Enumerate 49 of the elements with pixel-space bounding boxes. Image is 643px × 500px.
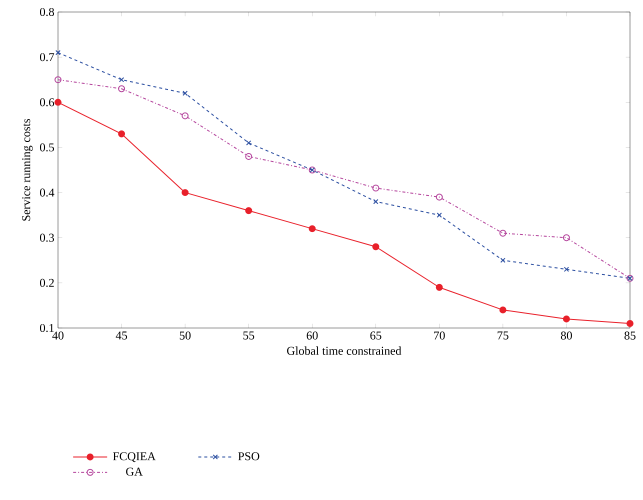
point xyxy=(499,306,506,314)
x-tick-label: 75 xyxy=(498,332,508,340)
y-tick-label: 0.7 xyxy=(40,53,54,62)
y-tick-label: 0.8 xyxy=(40,8,54,16)
point xyxy=(54,98,62,106)
point xyxy=(54,76,62,84)
point xyxy=(562,234,570,242)
legend-label: PSO xyxy=(238,452,260,460)
x-tick-label: 45 xyxy=(116,332,128,340)
x-tick-label: 85 xyxy=(624,332,636,340)
y-tick-label: 0.6 xyxy=(40,98,54,106)
point xyxy=(626,320,634,327)
point xyxy=(246,140,252,146)
point xyxy=(118,130,126,138)
y-tick-label: 0.2 xyxy=(40,278,54,287)
point xyxy=(373,198,378,204)
x-tick-label: 50 xyxy=(180,332,191,340)
point xyxy=(500,258,506,263)
point xyxy=(182,90,188,96)
point xyxy=(182,112,189,120)
x-tick-label: 60 xyxy=(306,332,318,340)
point xyxy=(562,315,570,322)
point xyxy=(118,85,126,92)
x-tick-label: 80 xyxy=(560,332,572,340)
y-tick-label: 0.3 xyxy=(40,234,54,242)
point xyxy=(182,189,189,196)
point xyxy=(308,225,316,232)
point xyxy=(436,194,443,201)
point xyxy=(436,284,443,291)
point xyxy=(55,50,61,56)
point xyxy=(372,184,380,192)
point xyxy=(245,152,252,160)
x-tick-label: 70 xyxy=(434,332,445,340)
legend-label: GA xyxy=(126,468,143,476)
point xyxy=(372,243,380,250)
y-axis-title: Service running costs xyxy=(22,118,33,221)
point xyxy=(564,266,570,272)
y-tick-label: 0.4 xyxy=(40,188,54,197)
x-tick-label: 55 xyxy=(243,332,254,340)
point xyxy=(499,230,506,237)
point xyxy=(436,212,442,218)
x-axis-title: Global time constrained xyxy=(287,346,402,355)
y-tick-label: 0.5 xyxy=(40,143,54,152)
point xyxy=(118,77,124,82)
point xyxy=(245,207,252,214)
x-tick-label: 65 xyxy=(370,332,382,340)
y-tick-label: 0.1 xyxy=(40,324,54,332)
x-tick-label: 40 xyxy=(52,332,64,340)
legend-label: FCQIEA xyxy=(112,452,156,462)
